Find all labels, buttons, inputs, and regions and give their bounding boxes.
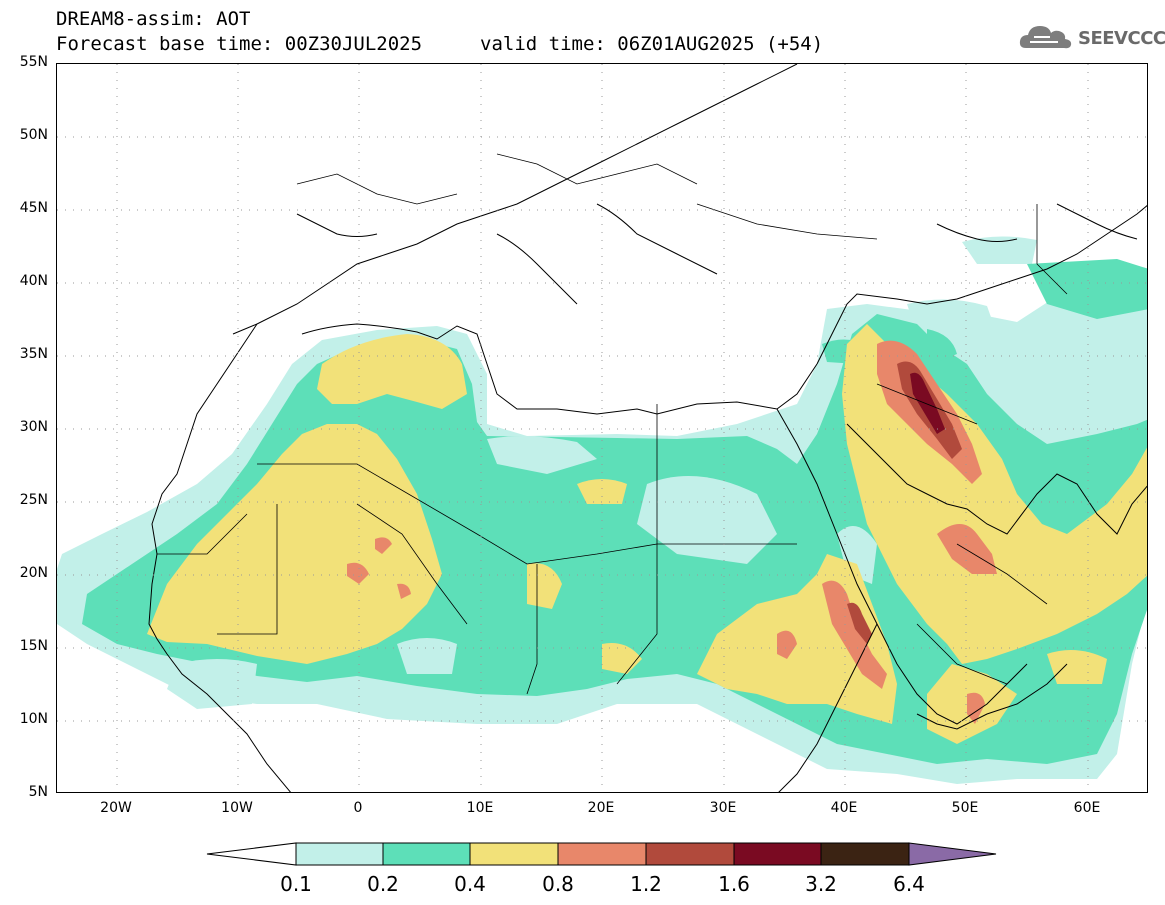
lat-label-45n: 45N: [19, 200, 48, 216]
seevccc-logo: SEEVCCC: [1018, 22, 1165, 54]
aot-field: [57, 64, 1147, 792]
lat-label-20n: 20N: [19, 565, 48, 581]
lat-label-50n: 50N: [19, 127, 48, 143]
forecast-times: Forecast base time: 00Z30JUL2025 valid ti…: [56, 33, 823, 55]
lat-label-40n: 40N: [19, 273, 48, 289]
cloud-icon: [1019, 26, 1072, 49]
logo-text: SEEVCCC: [1078, 27, 1165, 49]
cbar-label-6.4: 6.4: [893, 872, 925, 896]
lon-label-0: 0: [353, 800, 363, 816]
cbar-swatch-below: [206, 842, 297, 866]
lon-label-20e: 20E: [587, 800, 615, 816]
lon-label-60e: 60E: [1073, 800, 1101, 816]
lon-label-50e: 50E: [951, 800, 979, 816]
cbar-label-3.2: 3.2: [805, 872, 837, 896]
cbar-swatch-6: [733, 842, 822, 866]
lat-label-10n: 10N: [19, 711, 48, 727]
cbar-swatch-7: [820, 842, 910, 866]
lon-label-40e: 40E: [830, 800, 858, 816]
cbar-label-0.8: 0.8: [542, 872, 574, 896]
valid-time: valid time: 06Z01AUG2025 (+54): [480, 33, 824, 55]
cbar-label-1.6: 1.6: [718, 872, 750, 896]
cbar-swatch-3: [469, 842, 559, 866]
aot-map: [56, 63, 1148, 793]
lon-label-30e: 30E: [709, 800, 737, 816]
lat-label-30n: 30N: [19, 419, 48, 435]
cbar-swatch-5: [645, 842, 735, 866]
cbar-swatch-2: [382, 842, 471, 866]
lat-label-5n: 5N: [28, 784, 48, 800]
lon-label-10w: 10W: [221, 800, 253, 816]
aot-band-1.6-3.2: [910, 372, 945, 434]
cbar-swatch-4: [557, 842, 647, 866]
lon-label-20w: 20W: [100, 800, 132, 816]
cbar-swatch-above: [908, 842, 997, 866]
cbar-label-0.1: 0.1: [280, 872, 312, 896]
map-title: DREAM8-assim: AOT: [56, 8, 251, 30]
base-time: Forecast base time: 00Z30JUL2025: [56, 33, 423, 55]
cbar-label-1.2: 1.2: [630, 872, 662, 896]
graticule: [57, 64, 1147, 792]
color-bar: [206, 842, 997, 866]
country-borders: [157, 153, 1068, 695]
lat-label-15n: 15N: [19, 638, 48, 654]
lat-label-55n: 55N: [19, 54, 48, 70]
lat-label-25n: 25N: [19, 492, 48, 508]
cbar-swatch-1: [295, 842, 384, 866]
lat-label-35n: 35N: [19, 346, 48, 362]
cbar-label-0.2: 0.2: [367, 872, 399, 896]
lon-label-10e: 10E: [466, 800, 494, 816]
aot-low-pockets: [167, 436, 877, 709]
coastlines: [148, 64, 1147, 792]
cbar-label-0.4: 0.4: [454, 872, 486, 896]
